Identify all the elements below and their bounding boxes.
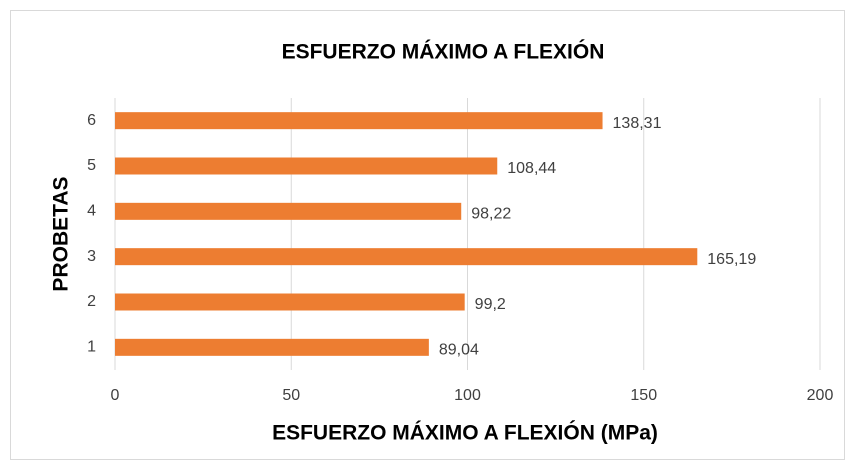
bar: [115, 112, 603, 130]
y-tick-label: 2: [87, 293, 96, 310]
x-tick-label: 100: [454, 387, 481, 404]
x-tick-label: 0: [111, 387, 120, 404]
y-tick-label: 6: [87, 112, 96, 129]
y-tick-label: 3: [87, 248, 96, 265]
data-label: 98,22: [471, 206, 511, 223]
bar: [115, 157, 498, 175]
chart-title: ESFUERZO MÁXIMO A FLEXIÓN: [282, 40, 605, 64]
x-tick-label: 50: [282, 387, 300, 404]
bar: [115, 202, 462, 220]
y-tick-label: 1: [87, 339, 96, 356]
data-label: 138,31: [613, 115, 662, 132]
x-tick-label: 200: [807, 387, 834, 404]
data-label: 99,2: [475, 296, 506, 313]
chart-border: [10, 10, 845, 460]
data-label: 108,44: [507, 160, 556, 177]
y-axis-title: PROBETAS: [50, 176, 73, 291]
bar: [115, 293, 465, 311]
data-label: 89,04: [439, 342, 479, 359]
x-tick-label: 150: [630, 387, 657, 404]
bar: [115, 248, 698, 266]
data-label: 165,19: [707, 251, 756, 268]
bar: [115, 338, 429, 356]
y-tick-label: 4: [87, 203, 96, 220]
x-axis-title: ESFUERZO MÁXIMO A FLEXIÓN (MPa): [272, 421, 658, 445]
y-tick-label: 5: [87, 157, 96, 174]
